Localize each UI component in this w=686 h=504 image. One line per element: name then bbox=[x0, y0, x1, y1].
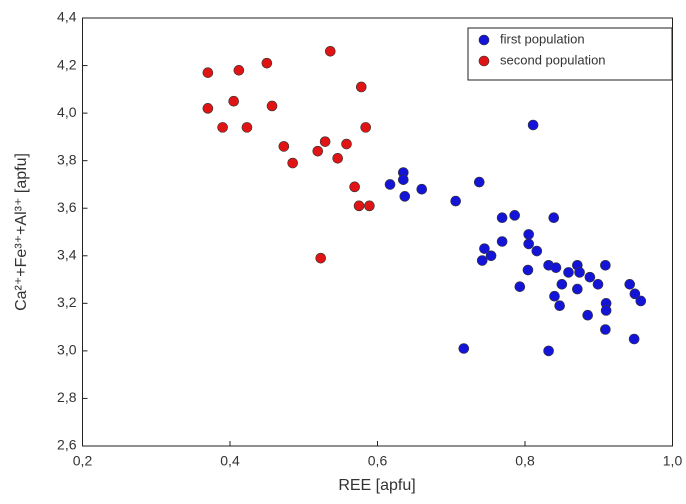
point bbox=[628, 333, 640, 345]
point bbox=[548, 212, 560, 224]
point bbox=[485, 250, 497, 262]
point bbox=[556, 279, 568, 290]
point bbox=[341, 138, 352, 150]
point bbox=[266, 100, 278, 112]
point bbox=[479, 243, 490, 254]
point bbox=[312, 145, 324, 157]
point bbox=[582, 309, 593, 321]
y-tick-label: 3,6 bbox=[57, 199, 77, 215]
point bbox=[531, 245, 543, 257]
y-tick-label: 3,4 bbox=[57, 246, 77, 262]
x-tick-label: 1,0 bbox=[663, 453, 683, 469]
y-axis-label: Ca²⁺+Fe³⁺+Al³⁺ [apfu] bbox=[13, 153, 30, 311]
point bbox=[554, 300, 565, 312]
y-tick-label: 2,6 bbox=[57, 437, 77, 453]
x-tick-label: 0,8 bbox=[515, 453, 535, 469]
x-tick-label: 0,2 bbox=[73, 453, 93, 469]
point bbox=[315, 252, 327, 264]
legend-label: first population bbox=[500, 31, 585, 46]
y-tick-label: 4,0 bbox=[57, 104, 77, 120]
point bbox=[549, 290, 560, 302]
point bbox=[399, 191, 411, 202]
point bbox=[600, 324, 611, 335]
point bbox=[584, 271, 596, 283]
point bbox=[450, 195, 461, 207]
legend-marker bbox=[478, 34, 490, 46]
point bbox=[241, 122, 253, 133]
point bbox=[319, 136, 331, 147]
point bbox=[527, 119, 539, 131]
point bbox=[228, 95, 239, 107]
x-axis-label: REE [apfu] bbox=[338, 477, 415, 494]
legend-label: second population bbox=[500, 52, 606, 67]
point bbox=[332, 152, 343, 164]
point bbox=[600, 305, 612, 316]
point bbox=[523, 229, 534, 240]
point bbox=[416, 183, 428, 195]
point bbox=[563, 267, 574, 278]
point bbox=[592, 279, 604, 290]
point bbox=[287, 157, 298, 169]
point bbox=[353, 200, 365, 212]
point bbox=[523, 238, 534, 250]
legend-box bbox=[467, 27, 673, 81]
point bbox=[522, 264, 534, 276]
y-tick-label: 3,0 bbox=[57, 342, 77, 358]
point bbox=[624, 279, 636, 290]
point bbox=[217, 122, 228, 133]
point bbox=[496, 236, 508, 247]
y-tick-label: 3,2 bbox=[57, 294, 77, 310]
point bbox=[572, 283, 583, 295]
point bbox=[600, 259, 611, 271]
point bbox=[550, 262, 562, 273]
point bbox=[398, 174, 409, 185]
plot-frame bbox=[82, 17, 673, 447]
point bbox=[476, 255, 488, 266]
point bbox=[355, 81, 367, 93]
point bbox=[543, 345, 554, 357]
point bbox=[473, 176, 485, 188]
x-tick-label: 0,4 bbox=[220, 453, 240, 469]
point bbox=[629, 288, 641, 300]
point bbox=[360, 122, 372, 133]
point bbox=[278, 141, 290, 152]
point bbox=[574, 267, 585, 278]
y-tick-label: 3,8 bbox=[57, 151, 77, 167]
y-tick-label: 4,2 bbox=[57, 56, 77, 72]
point bbox=[364, 200, 375, 212]
point bbox=[324, 45, 336, 57]
point bbox=[349, 181, 360, 193]
point bbox=[233, 65, 245, 76]
x-tick-label: 0,6 bbox=[368, 453, 388, 469]
y-tick-label: 4,4 bbox=[57, 9, 77, 25]
point bbox=[496, 212, 508, 224]
y-tick-label: 2,8 bbox=[57, 389, 77, 405]
point bbox=[384, 179, 396, 190]
point bbox=[509, 210, 520, 221]
point bbox=[202, 103, 214, 114]
point bbox=[458, 343, 470, 354]
point bbox=[514, 281, 526, 292]
legend-marker bbox=[478, 55, 490, 67]
point bbox=[261, 57, 273, 69]
point bbox=[635, 295, 647, 307]
point bbox=[202, 67, 214, 78]
